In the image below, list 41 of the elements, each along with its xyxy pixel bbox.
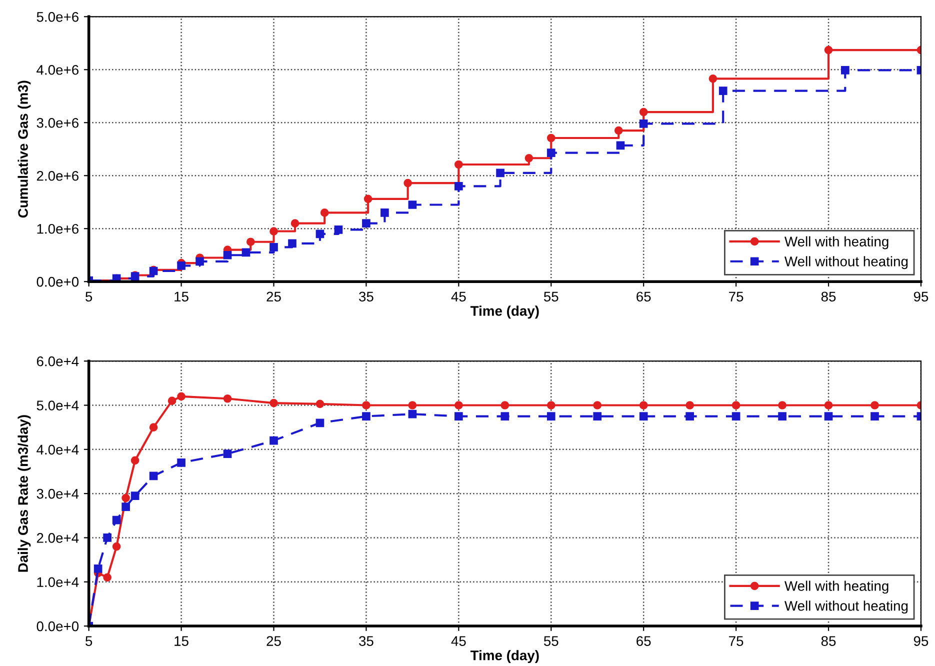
x-tick-label: 95 [914,636,928,646]
y-tick-label: 2.0e+4 [36,533,79,543]
legend-label: Well with heating [784,236,888,250]
y-tick-label: 2.0e+6 [36,170,78,181]
y-tick-label: 4.0e+4 [36,444,79,455]
y-axis-title: Cumulative Gas (m3) [18,80,31,218]
x-tick-label: 45 [451,292,466,302]
y-tick-label: 1.0e+4 [37,577,79,588]
x-tick-label: 85 [821,292,836,302]
x-tick-label: 45 [451,636,466,646]
y-tick-label: 4.0e+6 [36,64,78,75]
x-tick-label: 85 [821,636,836,646]
y-tick-label: 0.0e+0 [36,276,79,287]
x-tick-label: 35 [359,292,374,302]
x-tick-label: 15 [174,292,188,302]
x-tick-label: 75 [729,292,744,302]
x-tick-label: 25 [266,292,281,302]
x-tick-label: 5 [86,292,92,302]
y-tick-label: 6.0e+4 [36,356,79,366]
x-tick-label: 55 [544,636,558,646]
y-tick-label: 3.0e+6 [36,118,78,128]
legend-label: Well without heating [784,256,908,270]
x-tick-label: 95 [914,292,928,302]
y-tick-label: 3.0e+4 [36,488,79,499]
x-tick-label: 65 [636,292,651,302]
x-tick-label: 35 [359,636,374,646]
y-tick-label: 5.0e+6 [36,12,78,22]
x-tick-label: 5 [86,636,92,646]
y-axis-title: Daily Gas Rate (m3/day) [18,415,31,572]
x-tick-label: 55 [544,292,558,302]
x-tick-label: 25 [266,636,281,646]
y-tick-label: 0.0e+0 [36,621,79,632]
x-axis-title: Time (day) [470,650,539,664]
legend-label: Well with heating [784,580,888,594]
x-tick-label: 75 [729,636,744,646]
y-tick-label: 1.0e+6 [37,224,78,234]
x-tick-label: 65 [636,636,651,646]
legend-label: Well without heating [784,600,908,614]
y-tick-label: 5.0e+4 [36,400,79,410]
x-axis-title: Time (day) [470,306,539,319]
x-tick-label: 15 [174,636,188,646]
